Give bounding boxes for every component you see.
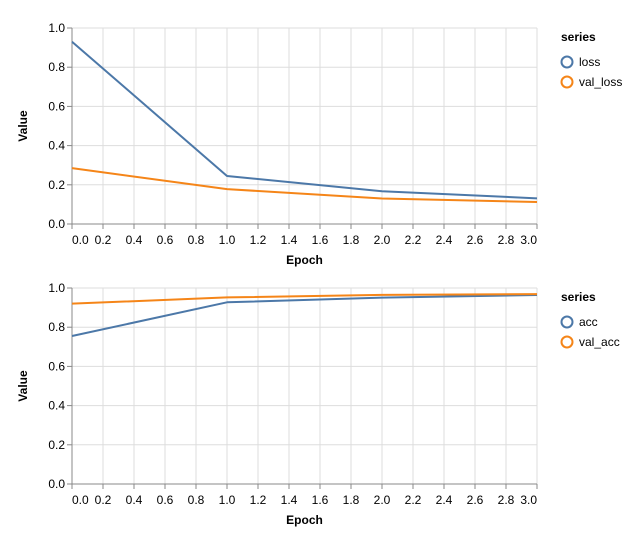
legend-symbol-val-loss <box>560 75 574 89</box>
series-line-val-acc <box>71 293 538 305</box>
y-tick-label: 0.0 <box>48 477 65 491</box>
x-axis-title: Epoch <box>286 513 323 527</box>
x-tick-label: 1.2 <box>250 493 267 507</box>
legend-label-val-loss: val_loss <box>579 75 622 89</box>
x-tick-label: 0.8 <box>188 493 205 507</box>
legend-symbol-val-acc <box>560 335 574 349</box>
x-tick-label: 0.2 <box>95 233 112 247</box>
x-tick-label: 2.6 <box>467 493 484 507</box>
y-tick-label: 0.8 <box>48 60 65 74</box>
x-tick-label: 1.8 <box>343 493 360 507</box>
x-tick-label: 0.4 <box>126 233 143 247</box>
x-tick-label: 0.0 <box>72 233 89 247</box>
x-tick-label: 0.4 <box>126 493 143 507</box>
x-tick-label: 0.2 <box>95 493 112 507</box>
y-tick-label: 1.0 <box>48 281 65 295</box>
legend-symbol-acc <box>560 315 574 329</box>
accuracy-chart: 0.0 0.2 0.4 0.6 0.8 1.0 1.2 1.4 1.6 1.8 2.0 2.2 2.4 2… <box>16 281 620 527</box>
loss-chart: 0.0 0.2 0.4 0.6 0.8 1.0 1.2 1.4 1.6 1.8 2.0 2.2 2.4 2… <box>16 21 622 267</box>
y-tick-label: 0.4 <box>48 139 65 153</box>
x-tick-label: 1.6 <box>312 493 329 507</box>
legend-label-acc: acc <box>579 315 598 329</box>
x-tick-label: 2.2 <box>405 233 422 247</box>
x-tick-label: 0.0 <box>72 493 89 507</box>
x-tick-label: 0.6 <box>157 493 174 507</box>
legend-label-val-acc: val_acc <box>579 335 620 349</box>
y-axis-title: Value <box>16 370 30 402</box>
y-tick-label: 0.0 <box>48 217 65 231</box>
y-tick-label: 0.4 <box>48 399 65 413</box>
x-tick-label: 2.8 <box>498 493 515 507</box>
y-axis-title: Value <box>16 110 30 142</box>
x-tick-label: 2.0 <box>374 233 391 247</box>
x-tick-label: 1.0 <box>219 233 236 247</box>
x-tick-label: 1.2 <box>250 233 267 247</box>
y-tick-label: 1.0 <box>48 21 65 35</box>
y-tick-label: 0.2 <box>48 178 65 192</box>
x-tick-label: 2.4 <box>436 233 453 247</box>
y-tick-label: 0.6 <box>48 99 65 113</box>
x-tick-label: 1.8 <box>343 233 360 247</box>
x-tick-label: 1.6 <box>312 233 329 247</box>
x-tick-label: 2.4 <box>436 493 453 507</box>
series-line-val-loss <box>71 167 538 204</box>
x-tick-label: 0.8 <box>188 233 205 247</box>
x-tick-label: 1.4 <box>281 233 298 247</box>
y-tick-label: 0.8 <box>48 320 65 334</box>
x-tick-label: 1.4 <box>281 493 298 507</box>
x-tick-label: 2.6 <box>467 233 484 247</box>
legend-title: series <box>561 290 596 304</box>
y-tick-label: 0.2 <box>48 438 65 452</box>
x-tick-label: 2.0 <box>374 493 391 507</box>
x-tick-label: 3.0 <box>520 233 537 247</box>
x-tick-label: 2.2 <box>405 493 422 507</box>
legend-label-loss: loss <box>579 55 600 69</box>
x-tick-label: 3.0 <box>520 493 537 507</box>
series-line-acc <box>71 294 538 337</box>
y-tick-label: 0.6 <box>48 359 65 373</box>
series-line-loss <box>71 40 538 200</box>
x-tick-label: 1.0 <box>219 493 236 507</box>
x-tick-label: 2.8 <box>498 233 515 247</box>
x-axis-title: Epoch <box>286 253 323 267</box>
x-tick-label: 0.6 <box>157 233 174 247</box>
legend-title: series <box>561 30 596 44</box>
legend-symbol-loss <box>560 55 574 69</box>
